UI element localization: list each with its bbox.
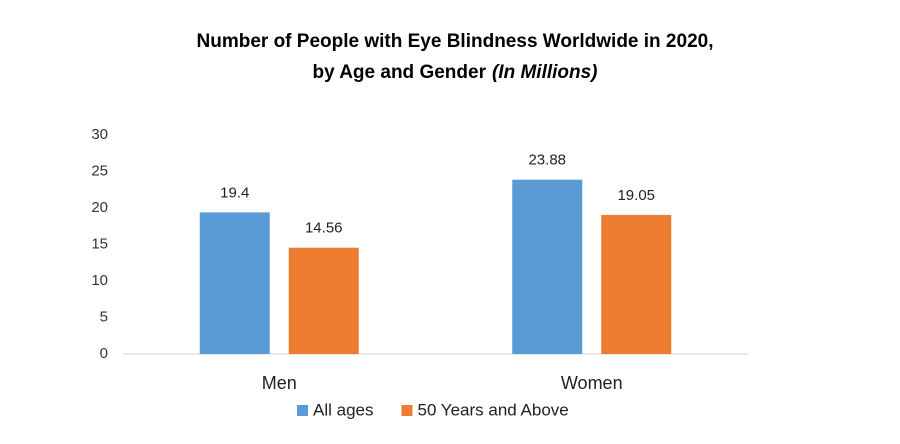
y-tick-label: 5 bbox=[100, 308, 108, 325]
y-tick-label: 30 bbox=[91, 126, 108, 143]
bar bbox=[288, 247, 359, 354]
chart-title-part: by Age and Gender bbox=[312, 62, 486, 83]
y-tick-label: 20 bbox=[91, 199, 108, 216]
value-label: 19.4 bbox=[220, 184, 249, 201]
title-note: (In Millions) bbox=[492, 62, 598, 83]
value-label: 23.88 bbox=[528, 152, 566, 169]
x-tick-label: Men bbox=[262, 373, 297, 393]
legend-label: 50 Years and Above bbox=[417, 400, 568, 419]
chart-title: Number of People with Eye Blindness Worl… bbox=[197, 31, 714, 52]
x-tick-label: Women bbox=[561, 373, 623, 393]
y-tick-label: 15 bbox=[91, 235, 108, 252]
y-tick-label: 0 bbox=[100, 345, 108, 362]
legend-swatch bbox=[401, 405, 413, 416]
value-label: 14.56 bbox=[305, 220, 343, 237]
bar bbox=[512, 179, 583, 354]
y-tick-label: 25 bbox=[91, 162, 108, 179]
y-tick-label: 10 bbox=[91, 272, 108, 289]
chart-title-line: by Age and Gender (In Millions) bbox=[312, 62, 597, 83]
value-label: 19.05 bbox=[617, 187, 655, 204]
bar bbox=[199, 212, 270, 354]
bar bbox=[601, 214, 672, 354]
legend-label: All ages bbox=[313, 400, 373, 419]
legend-swatch bbox=[297, 405, 308, 416]
